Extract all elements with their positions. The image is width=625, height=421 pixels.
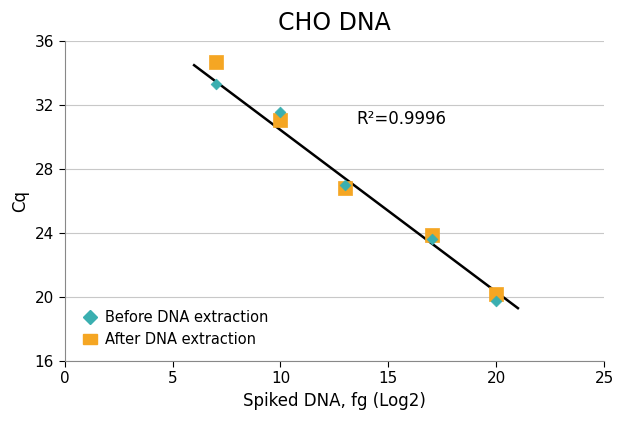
Point xyxy=(340,185,350,192)
Point xyxy=(427,236,437,243)
Point xyxy=(276,109,286,116)
Point xyxy=(340,182,350,189)
Title: CHO DNA: CHO DNA xyxy=(278,11,391,35)
Point xyxy=(491,298,501,304)
Point xyxy=(211,59,221,65)
Point xyxy=(276,116,286,123)
Legend: Before DNA extraction, After DNA extraction: Before DNA extraction, After DNA extract… xyxy=(82,310,268,347)
Point xyxy=(427,232,437,239)
X-axis label: Spiked DNA, fg (Log2): Spiked DNA, fg (Log2) xyxy=(243,392,426,410)
Y-axis label: Cq: Cq xyxy=(11,190,29,212)
Point xyxy=(211,81,221,88)
Text: R²=0.9996: R²=0.9996 xyxy=(356,110,446,128)
Point xyxy=(491,290,501,297)
